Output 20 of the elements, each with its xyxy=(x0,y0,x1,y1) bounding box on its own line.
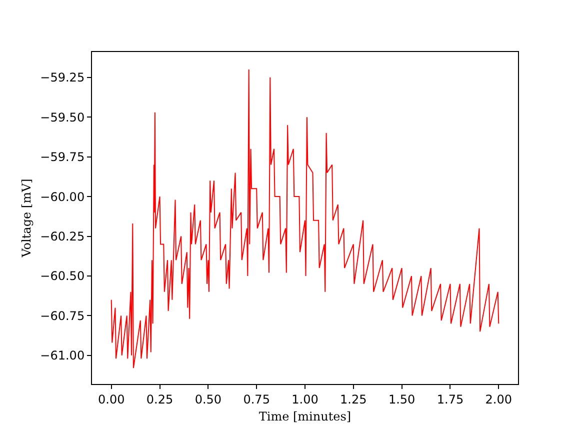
y-tick-label: −59.75 xyxy=(40,150,85,164)
x-tick-label: 0.00 xyxy=(98,392,125,406)
x-tick-label: 0.25 xyxy=(146,392,174,406)
y-tick-label: −60.00 xyxy=(40,190,85,204)
y-tick-label: −59.25 xyxy=(40,70,85,85)
x-tick-label: 0.50 xyxy=(194,392,222,406)
x-tick-label: 1.75 xyxy=(436,392,464,406)
x-tick-label: 1.25 xyxy=(340,392,367,406)
x-tick-label: 1.50 xyxy=(388,392,416,406)
y-tick-label: −60.75 xyxy=(40,308,85,323)
y-tick-label: −61.00 xyxy=(40,348,85,363)
x-axis-title: Time [minutes] xyxy=(258,409,352,424)
line-series xyxy=(110,68,500,369)
y-tick-label: −60.50 xyxy=(40,269,85,284)
x-tick-label: 2.00 xyxy=(485,392,512,406)
x-tick-label: 0.75 xyxy=(243,392,270,406)
y-tick-label: −60.25 xyxy=(40,229,85,244)
y-axis-title: Voltage [mV] xyxy=(19,178,34,258)
x-tick-label: 1.00 xyxy=(292,392,318,406)
y-tick-label: −59.50 xyxy=(40,110,85,124)
